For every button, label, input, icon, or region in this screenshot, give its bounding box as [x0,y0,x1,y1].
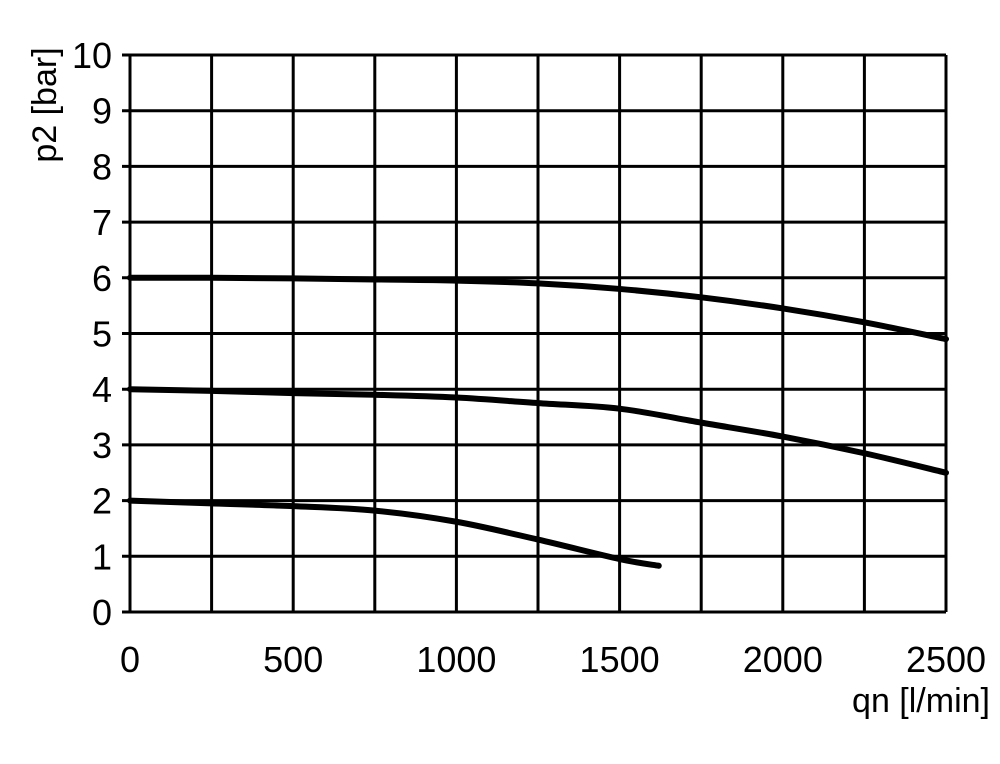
y-tick-labels: 0 1 2 3 4 5 6 7 8 9 10 [72,35,112,633]
y-tick-label: 9 [92,91,112,132]
series-line-2 [127,386,949,476]
y-tick-label: 5 [92,314,112,355]
y-tick-label: 7 [92,202,112,243]
x-tick-label: 1500 [580,639,660,680]
y-tick-label: 0 [92,592,112,633]
y-tick-label: 3 [92,425,112,466]
y-axis-label: p2 [bar] [26,47,64,162]
grid [122,53,948,614]
x-tick-label: 0 [120,639,140,680]
y-tick-label: 6 [92,258,112,299]
x-tick-label: 500 [263,639,323,680]
curves [127,274,949,569]
series-line-1 [127,274,949,343]
y-tick-label: 1 [92,536,112,577]
x-tick-label: 2000 [743,639,823,680]
x-tick-label: 2500 [906,639,986,680]
x-tick-label: 1000 [416,639,496,680]
series-line-3 [127,497,662,569]
x-tick-labels: 0 500 1000 1500 2000 2500 [120,639,986,680]
x-axis-label: qn [l/min] [852,682,990,720]
y-tick-label: 10 [72,35,112,76]
y-tick-label: 2 [92,481,112,522]
y-tick-label: 8 [92,146,112,187]
y-tick-label: 4 [92,369,112,410]
